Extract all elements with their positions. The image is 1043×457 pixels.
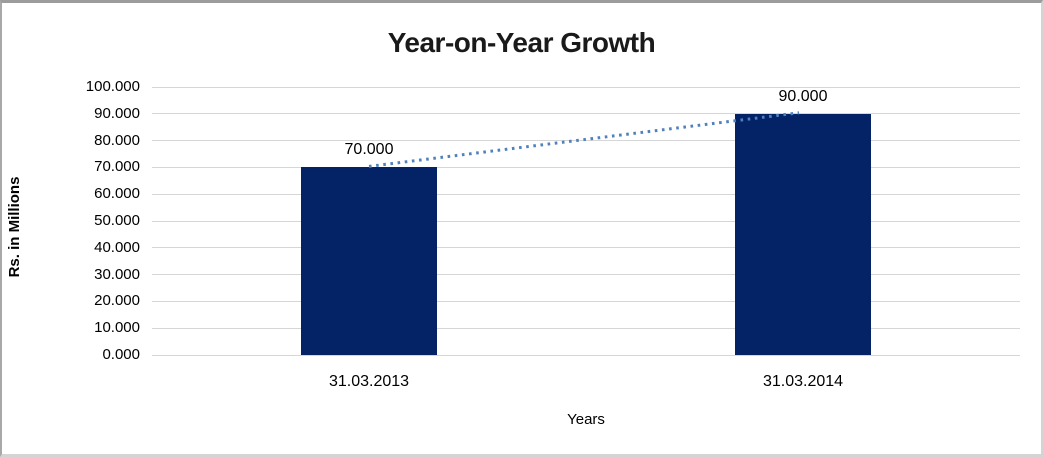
x-axis-title: Years	[567, 411, 605, 428]
bar-value-label: 70.000	[344, 141, 394, 159]
gridline	[152, 274, 1020, 276]
chart-title: Year-on-Year Growth	[387, 27, 656, 58]
y-tick-label: 0.000	[102, 346, 140, 363]
x-tick-label: 31.03.2013	[328, 373, 410, 390]
x-tick-label: 31.03.2014	[762, 373, 844, 390]
y-tick-label: 100.000	[85, 78, 140, 95]
gridline	[152, 220, 1020, 222]
y-tick-label: 50.000	[94, 212, 140, 229]
gridline	[152, 354, 1020, 356]
gridline	[152, 86, 1020, 88]
gridline	[152, 327, 1020, 329]
gridline	[152, 193, 1020, 195]
gridline	[152, 166, 1020, 168]
y-tick-label: 20.000	[94, 292, 140, 310]
gridline	[152, 113, 1020, 115]
y-tick-label: 40.000	[94, 238, 140, 256]
plot-area	[152, 86, 1020, 356]
y-tick-label: 80.000	[94, 131, 140, 149]
bar-value-label: 90.000	[778, 87, 828, 105]
y-tick-label: 70.000	[94, 158, 140, 176]
y-tick-label: 10.000	[94, 319, 140, 337]
y-tick-label: 30.000	[94, 265, 140, 283]
bar-31.03.2013	[301, 167, 437, 355]
gridline	[152, 300, 1020, 302]
gridline	[152, 247, 1020, 249]
y-tick-label: 60.000	[94, 185, 140, 203]
y-tick-label: 90.000	[94, 104, 140, 122]
trendline	[368, 111, 800, 168]
bar-31.03.2014	[735, 113, 871, 355]
